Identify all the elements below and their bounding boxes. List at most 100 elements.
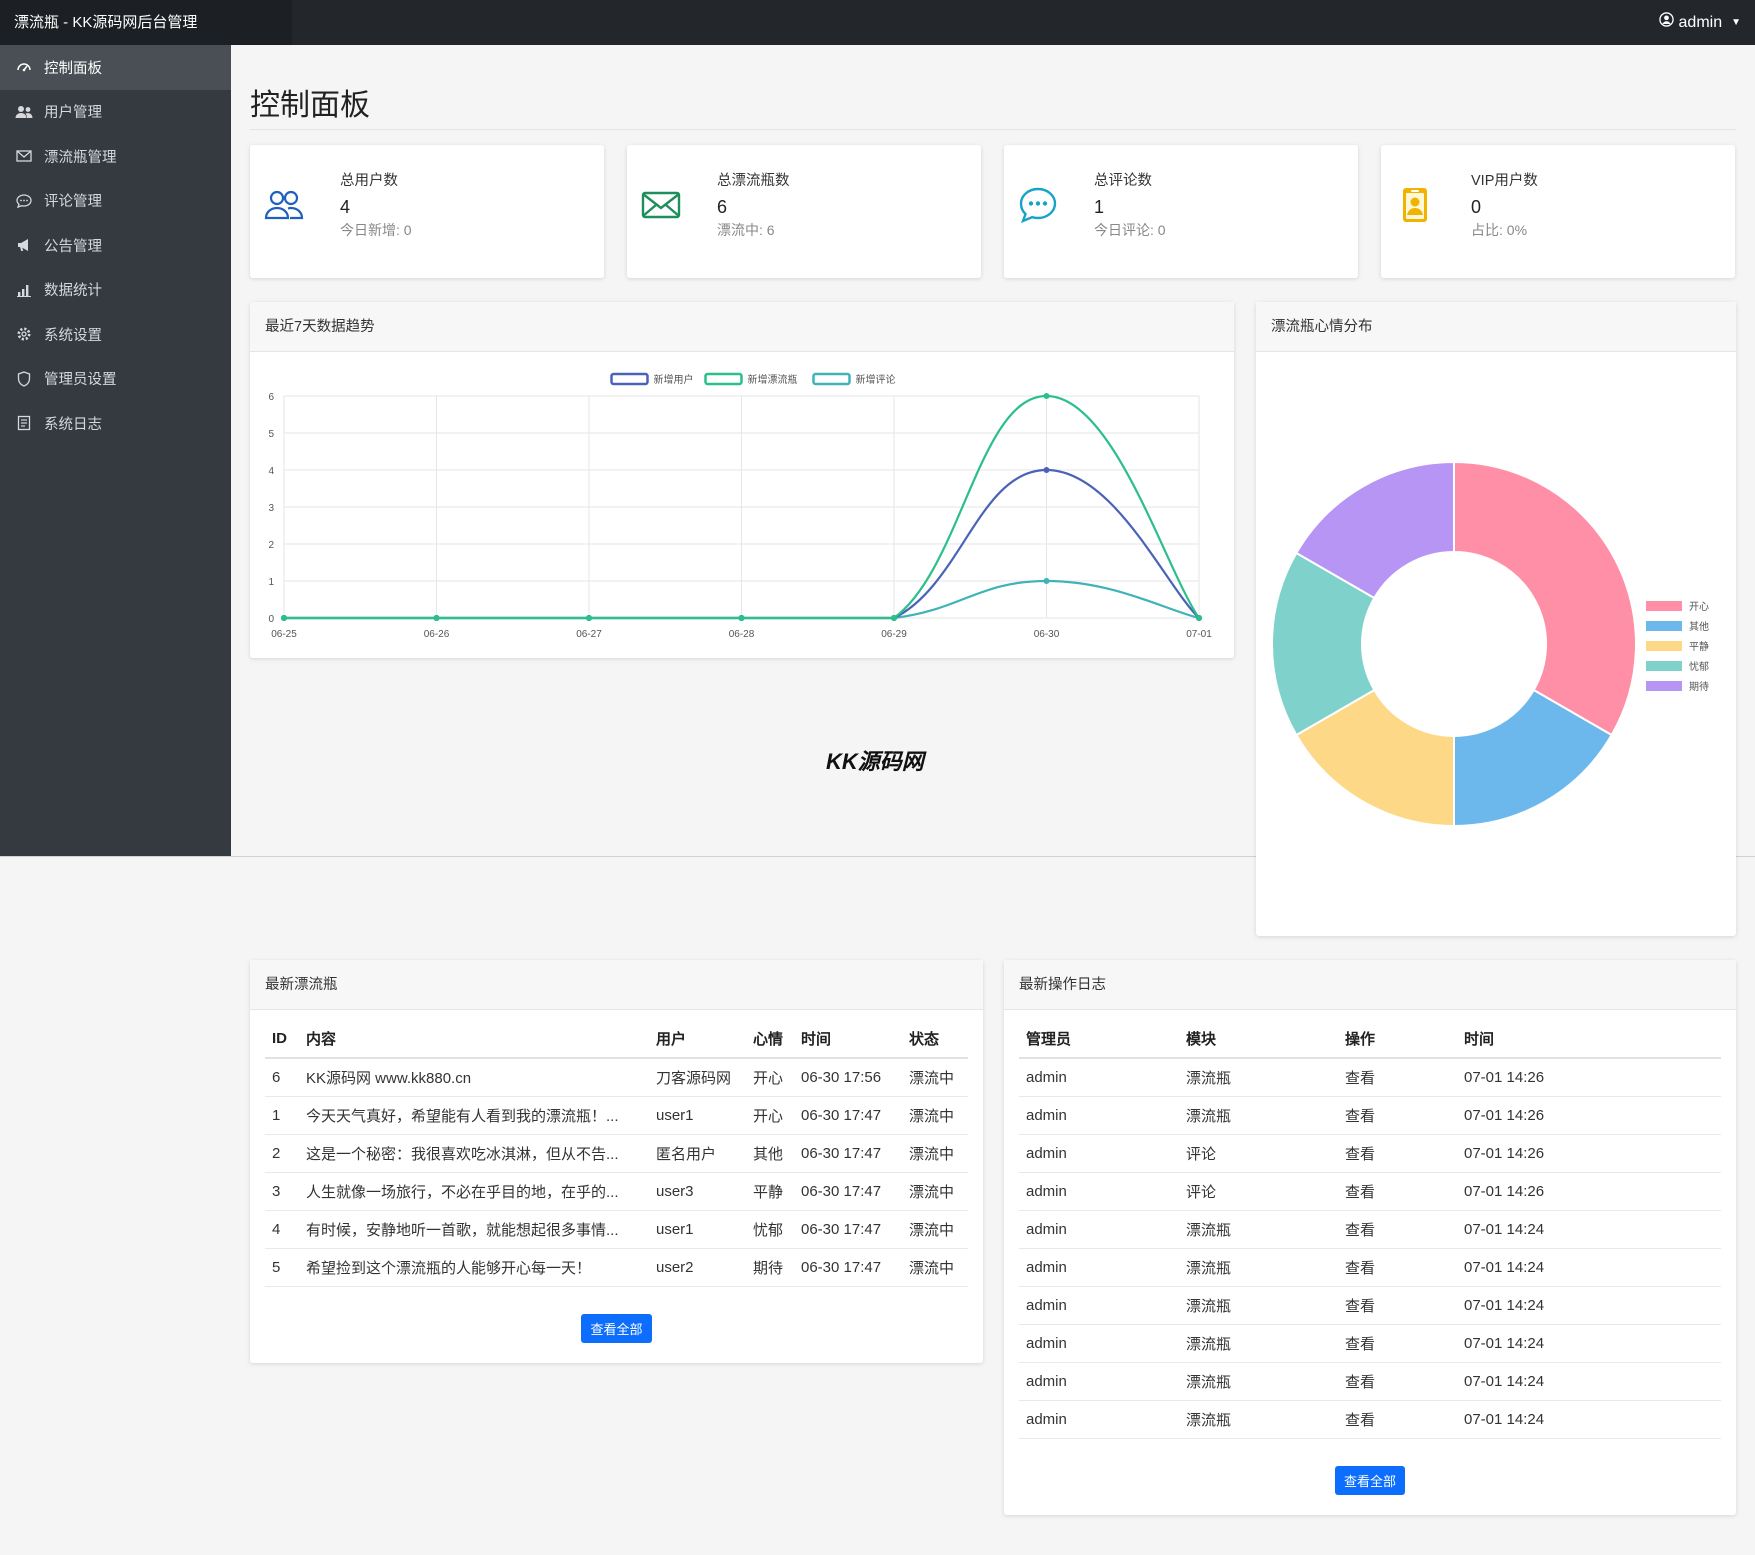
- stat-sub: 今日新增: 0: [340, 222, 412, 238]
- stat-label: 总漂流瓶数: [717, 173, 790, 189]
- title-divider: [250, 129, 1736, 130]
- legend-label: 新增评论: [856, 373, 896, 386]
- table-row[interactable]: admin 漂流瓶 查看 07-01 14:26: [1019, 1096, 1721, 1135]
- stat-card-vip: VIP用户数 0 占比: 0%: [1381, 145, 1735, 278]
- sidebar-item-label: 数据统计: [44, 283, 102, 300]
- cell-time: 07-01 14:24: [1457, 1400, 1721, 1439]
- stat-card-bottles: 总漂流瓶数 6 漂流中: 6: [627, 145, 981, 278]
- legend-label: 期待: [1689, 680, 1709, 693]
- sidebar-item-system-settings[interactable]: 系统设置: [0, 312, 231, 357]
- cell-content: 有时候，安静地听一首歌，就能想起很多事情...: [299, 1210, 649, 1249]
- x-tick-label: 07-01: [1186, 629, 1212, 640]
- cell-module: 评论: [1179, 1172, 1338, 1211]
- table-row[interactable]: 1 今天天气真好，希望能有人看到我的漂流瓶！... user1 开心 06-30 17:…: [265, 1096, 968, 1135]
- cell-action: 查看: [1338, 1362, 1457, 1401]
- sidebar-item-label: 评论管理: [44, 194, 102, 211]
- table-header-row: 管理员 模块 操作 时间: [1019, 1020, 1721, 1059]
- legend-swatch: [610, 372, 649, 386]
- shield-icon: [14, 369, 34, 389]
- cell-action: 查看: [1338, 1324, 1457, 1363]
- table-row[interactable]: admin 评论 查看 07-01 14:26: [1019, 1134, 1721, 1173]
- data-point: [1043, 467, 1050, 473]
- cell-user: user2: [649, 1248, 746, 1287]
- cell-mood: 开心: [746, 1096, 794, 1135]
- sidebar-item-users[interactable]: 用户管理: [0, 90, 231, 135]
- cell-id: 6: [265, 1058, 299, 1097]
- sidebar-item-announcements[interactable]: 公告管理: [0, 223, 231, 268]
- table-row[interactable]: admin 漂流瓶 查看 07-01 14:24: [1019, 1248, 1721, 1287]
- sidebar-item-bottles[interactable]: 漂流瓶管理: [0, 134, 231, 179]
- sidebar-item-label: 漂流瓶管理: [44, 149, 117, 166]
- logs-table: 管理员 模块 操作 时间 admin 漂流瓶 查看 07-01 14:26 admin…: [1019, 1020, 1721, 1439]
- table-row[interactable]: 6 KK源码网 www.kk880.cn 刀客源码网 开心 06-30 17:56 漂流中: [265, 1058, 968, 1097]
- users-icon: [264, 185, 304, 225]
- column-header: 心情: [746, 1020, 794, 1059]
- data-point: [738, 615, 745, 621]
- sidebar-item-statistics[interactable]: 数据统计: [0, 268, 231, 313]
- y-tick-label: 1: [268, 577, 274, 588]
- table-row[interactable]: admin 漂流瓶 查看 07-01 14:24: [1019, 1324, 1721, 1363]
- legend-label: 新增用户: [654, 373, 694, 386]
- sidebar-item-system-log[interactable]: 系统日志: [0, 401, 231, 446]
- cell-admin: admin: [1019, 1134, 1179, 1173]
- mood-chart-panel: 漂流瓶心情分布 开心 其他 平静 忧郁 期待: [1256, 302, 1736, 936]
- sidebar-item-comments[interactable]: 评论管理: [0, 179, 231, 224]
- table-row[interactable]: admin 漂流瓶 查看 07-01 14:24: [1019, 1286, 1721, 1325]
- table-row[interactable]: admin 漂流瓶 查看 07-01 14:24: [1019, 1400, 1721, 1439]
- user-menu[interactable]: admin ▼: [1658, 0, 1741, 45]
- badge-icon: [1395, 185, 1435, 225]
- sidebar-item-label: 公告管理: [44, 238, 102, 255]
- view-all-bottles-button[interactable]: 查看全部: [581, 1313, 652, 1343]
- cell-module: 评论: [1179, 1134, 1338, 1173]
- cell-action: 查看: [1338, 1096, 1457, 1135]
- cell-status: 漂流中: [902, 1134, 968, 1173]
- sidebar-item-label: 控制面板: [44, 60, 102, 77]
- view-all-logs-button[interactable]: 查看全部: [1334, 1465, 1405, 1495]
- table-row[interactable]: admin 评论 查看 07-01 14:26: [1019, 1172, 1721, 1211]
- cell-user: 匿名用户: [649, 1134, 746, 1173]
- cell-module: 漂流瓶: [1179, 1324, 1338, 1363]
- table-row[interactable]: admin 漂流瓶 查看 07-01 14:24: [1019, 1210, 1721, 1249]
- data-point: [1196, 615, 1202, 621]
- cell-time: 07-01 14:24: [1457, 1248, 1721, 1287]
- table-row[interactable]: admin 漂流瓶 查看 07-01 14:26: [1019, 1058, 1721, 1097]
- cell-time: 07-01 14:24: [1457, 1286, 1721, 1325]
- cell-mood: 开心: [746, 1058, 794, 1097]
- table-row[interactable]: admin 漂流瓶 查看 07-01 14:24: [1019, 1362, 1721, 1401]
- column-header: 时间: [1457, 1020, 1721, 1059]
- cell-admin: admin: [1019, 1210, 1179, 1249]
- trend-chart-panel: 最近7天数据趋势 0 1 2 3 4 5 6 06-25 06-26 06-27 06-28 06-2…: [250, 302, 1234, 658]
- sidebar-item-admin-settings[interactable]: 管理员设置: [0, 357, 231, 402]
- cell-user: user1: [649, 1096, 746, 1135]
- sidebar-item-dashboard[interactable]: 控制面板: [0, 45, 231, 90]
- column-header: ID: [265, 1020, 299, 1059]
- cell-admin: admin: [1019, 1096, 1179, 1135]
- cell-content: 希望捡到这个漂流瓶的人能够开心每一天！: [299, 1248, 649, 1287]
- table-row[interactable]: 4 有时候，安静地听一首歌，就能想起很多事情... user1 忧郁 06-30 17:…: [265, 1210, 968, 1249]
- cell-mood: 其他: [746, 1134, 794, 1173]
- cell-content: 今天天气真好，希望能有人看到我的漂流瓶！...: [299, 1096, 649, 1135]
- table-row[interactable]: 2 这是一个秘密：我很喜欢吃冰淇淋，但从不告... 匿名用户 其他 06-30 17:4…: [265, 1134, 968, 1173]
- legend-swatch: [704, 372, 743, 386]
- megaphone-icon: [14, 235, 34, 255]
- cell-id: 5: [265, 1248, 299, 1287]
- cell-action: 查看: [1338, 1210, 1457, 1249]
- log-icon: [14, 413, 34, 433]
- column-header: 状态: [902, 1020, 968, 1059]
- legend-swatch: [812, 372, 851, 386]
- cell-content: KK源码网 www.kk880.cn: [299, 1058, 649, 1097]
- chat-dots-icon: [1018, 185, 1058, 225]
- table-row[interactable]: 5 希望捡到这个漂流瓶的人能够开心每一天！ user2 期待 06-30 17:47 漂流…: [265, 1248, 968, 1287]
- cell-time: 07-01 14:26: [1457, 1058, 1721, 1097]
- gear-icon: [14, 324, 34, 344]
- stat-card-comments: 总评论数 1 今日评论: 0: [1004, 145, 1358, 278]
- table-row[interactable]: 3 人生就像一场旅行，不必在乎目的地，在乎的... user3 平静 06-30 17:…: [265, 1172, 968, 1211]
- column-header: 管理员: [1019, 1020, 1179, 1059]
- app-brand[interactable]: 漂流瓶 - KK源码网后台管理: [0, 0, 292, 45]
- page-title: 控制面板: [250, 89, 370, 122]
- sidebar-item-label: 管理员设置: [44, 372, 117, 389]
- users-icon: [14, 102, 34, 122]
- series-line: [284, 394, 1200, 620]
- cell-action: 查看: [1338, 1134, 1457, 1173]
